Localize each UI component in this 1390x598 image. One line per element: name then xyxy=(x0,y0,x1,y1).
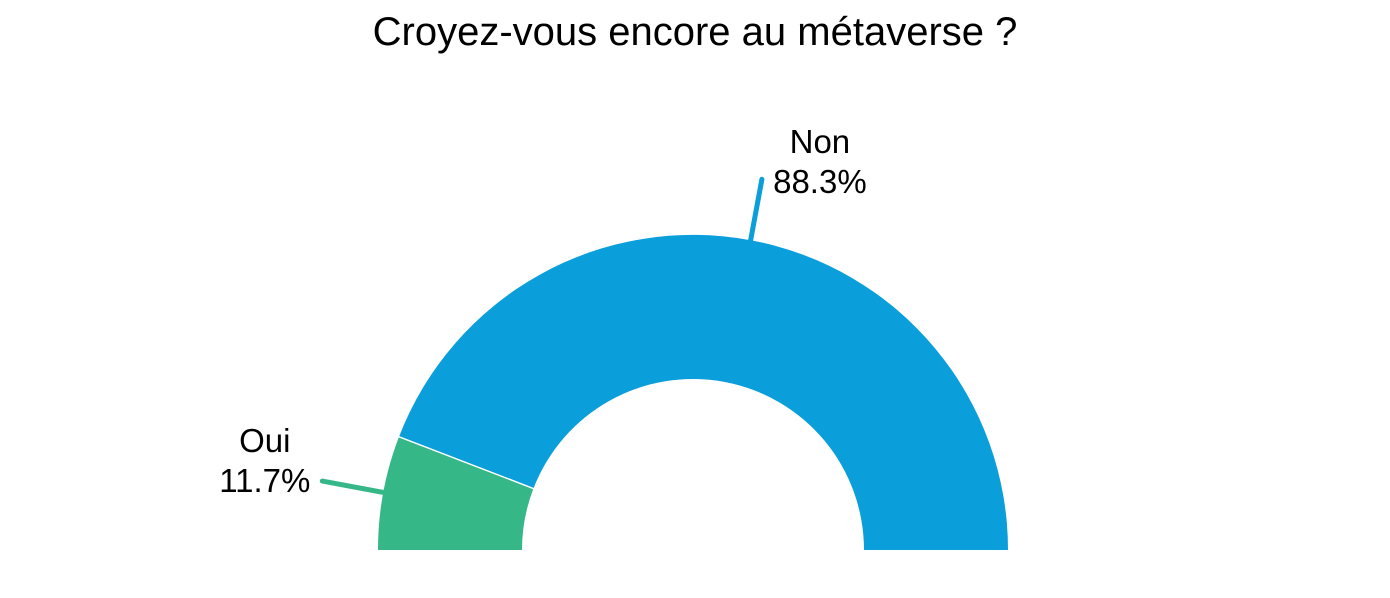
slice-oui[interactable] xyxy=(377,436,534,550)
slice-label-value: 88.3% xyxy=(773,163,867,201)
slice-label-value: 11.7% xyxy=(219,462,311,500)
slice-separator xyxy=(397,435,535,490)
leader-line-non xyxy=(747,176,765,248)
chart-title: Croyez-vous encore au métaverse ? xyxy=(372,10,1018,54)
leader-line-oui xyxy=(319,478,391,496)
slice-label-name: Non xyxy=(789,123,851,161)
slice-label-name: Oui xyxy=(239,422,291,460)
slice-label-oui: Oui 11.7% xyxy=(219,421,310,501)
slice-non[interactable] xyxy=(399,234,1008,550)
slice-label-non: Non 88.3% xyxy=(773,122,867,202)
